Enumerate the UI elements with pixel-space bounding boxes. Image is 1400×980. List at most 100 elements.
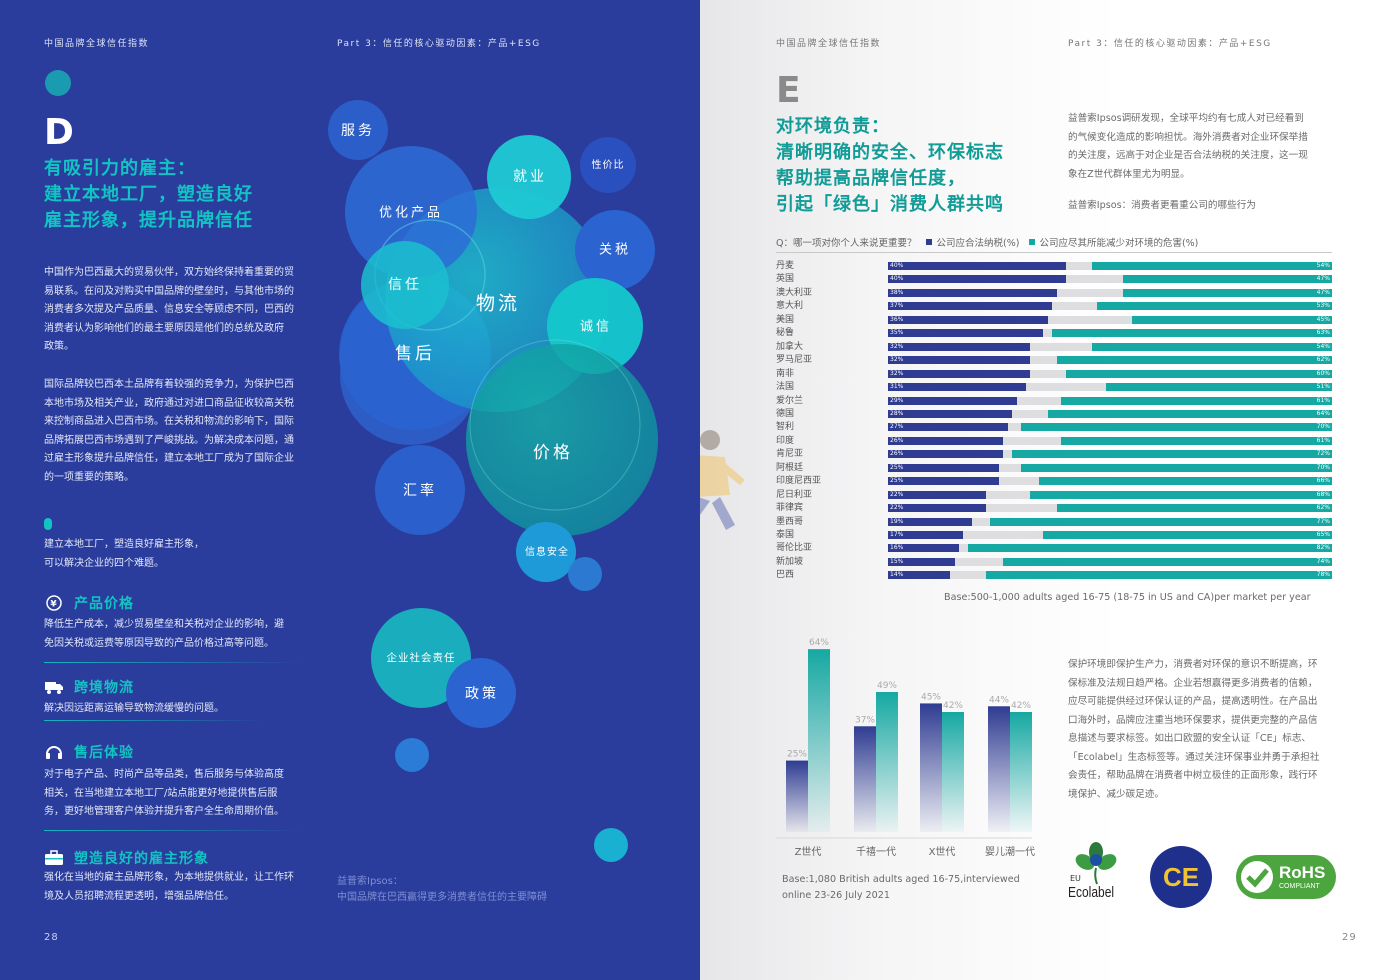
bar-tax-label: 14%: [890, 571, 904, 579]
bubble-csr: [371, 608, 471, 708]
divider: [44, 720, 264, 721]
item-aftersales-text: 对于电子产品、时尚产品等品类，售后服务与体验高度 相关，在当地建立本地工厂/站点能…: [44, 769, 284, 817]
bar-environment: [1056, 356, 1332, 365]
bar-track: [888, 315, 1332, 324]
country-label: 菲律宾: [776, 503, 804, 514]
country-label: 智利: [776, 422, 795, 433]
item-employer-head: 塑造良好的雇主形象: [44, 848, 209, 868]
bar-environment: [1003, 557, 1332, 566]
bar-tax: [888, 383, 1026, 392]
bar-tax-label: 29%: [890, 396, 904, 404]
briefcase-icon: [45, 850, 63, 865]
bubble-optimize: [345, 146, 477, 278]
divider: [44, 662, 304, 663]
bar-environment: [967, 544, 1332, 553]
bubble-tariff: [575, 210, 655, 290]
bar-tax-label: 40%: [890, 262, 904, 269]
bubble-chart: 服务 就业 性价比 优化产品 关税 信任 物流 诚信 售后 价格 汇率 信息安全…: [328, 100, 658, 862]
bar-tax: [888, 477, 999, 486]
generation-label: 千禧一代: [856, 845, 896, 858]
item-employer-text: 强化在当地的雇主品牌形象，为本地提供就业，让工作环 境及人员招聘流程更透明，增强品…: [44, 872, 294, 902]
bar-tax: [888, 302, 1053, 311]
bubble-label-optimize: 优化产品: [379, 206, 443, 221]
bar-value-label-b: 42%: [1011, 701, 1031, 711]
bar-series-b: [1010, 712, 1032, 832]
country-label: 巴西: [776, 570, 795, 581]
bar-environment-label: 53%: [1316, 302, 1330, 310]
bubble-label-infosec: 信息安全: [525, 545, 569, 558]
item-price-head: ¥ 产品价格: [44, 593, 134, 613]
bar-tax: [888, 288, 1057, 297]
bar-series-b: [808, 649, 830, 832]
bar-tax: [888, 436, 1004, 445]
bar-row: 澳大利亚 38% 47%: [700, 287, 1400, 300]
bar-tax: [888, 517, 973, 526]
bar-series-b: [876, 692, 898, 832]
bubble-service: [328, 100, 388, 160]
bar-row: 德国 28% 64%: [700, 408, 1400, 421]
bar-environment-label: 62%: [1316, 504, 1330, 512]
bar-value-label-b: 49%: [877, 681, 897, 691]
bar-tax: [888, 423, 1008, 432]
bar-tax: [888, 504, 986, 513]
item-price-text: 降低生产成本，减少贸易壁垒和关税对企业的影响，避 免因关税或运费等原因导致的产品价…: [44, 619, 284, 649]
bar-series-a: [920, 703, 942, 832]
bar-tax: [888, 369, 1031, 378]
bar-track: [888, 275, 1332, 284]
body-paragraph-2: 国际品牌较巴西本土品牌有着较强的竞争力，为保护巴西 本地市场及相关产业，政府通过对…: [44, 379, 294, 483]
ecolabel-logo: EU Ecolabel: [1066, 840, 1126, 908]
left-page: 中国品牌全球信任指数 Part 3：信任的核心驱动因素：产品+ESG D 有吸引…: [0, 0, 700, 980]
bar-environment: [990, 517, 1332, 526]
bar-tax-label: 26%: [890, 436, 904, 444]
bar-tax: [888, 342, 1031, 351]
bar-value-label-a: 37%: [855, 715, 875, 725]
bar-row: 新加坡 15% 74%: [700, 556, 1400, 569]
bar-tax-label: 22%: [890, 490, 904, 498]
chart-base-note: Base:500-1,000 adults aged 16-75 (18-75 …: [944, 592, 1311, 603]
bar-environment: [1065, 369, 1332, 378]
bar-tax: [888, 409, 1013, 418]
bar-row: 法国 31% 51%: [700, 381, 1400, 394]
bar-tax-label: 25%: [890, 463, 904, 471]
item-logistics-text: 解决因远距离运输导致物流缓慢的问题。: [44, 703, 224, 714]
bar-series-a: [854, 726, 876, 832]
bar-tax-label: 25%: [890, 477, 904, 485]
bar-environment-label: 78%: [1316, 571, 1330, 579]
bubble-trust: [361, 241, 449, 329]
headset-icon: [46, 746, 62, 759]
left-header-title: 中国品牌全球信任指数: [44, 39, 150, 49]
legend-label-tax: 公司应合法纳税(%): [936, 238, 1020, 249]
body-paragraph-1: 中国作为巴西最大的贸易伙伴，双方始终保持着重要的贸 易联系。在问及对购买中国品牌的…: [44, 267, 294, 352]
env-paragraph: 保护环境即保护生产力，消费者对环保的意识不断提高，环 保标准及法规日趋严格。企业若…: [1068, 659, 1320, 800]
country-label: 意大利: [776, 301, 804, 312]
bubble-label-tariff: 关税: [599, 243, 631, 258]
bar-track: [888, 288, 1332, 297]
country-label: 哥伦比亚: [776, 543, 813, 554]
bubble-label-trust: 信任: [388, 277, 422, 293]
bar-tax-label: 28%: [890, 409, 904, 417]
bar-row: 加拿大 32% 54%: [700, 341, 1400, 354]
bar-row: 英国 40% 47%: [700, 273, 1400, 286]
bar-tax-label: 32%: [890, 369, 904, 377]
bar-environment-label: 60%: [1316, 369, 1330, 377]
flower-icon: [1075, 842, 1117, 885]
right-header-title: 中国品牌全球信任指数: [776, 39, 882, 49]
runner-illustration: [700, 430, 745, 530]
bar-row: 智利 27% 70%: [700, 421, 1400, 434]
small-dot-icon: [44, 518, 52, 530]
bar-tax-label: 38%: [890, 288, 904, 296]
svg-text:¥: ¥: [50, 600, 57, 610]
bar-row: 墨西哥 19% 77%: [700, 516, 1400, 529]
bar-value-label-a: 45%: [921, 692, 941, 702]
bar-environment-label: 72%: [1316, 450, 1330, 458]
legend-swatch-teal: [1029, 239, 1036, 245]
country-label: 英国: [776, 274, 795, 285]
ce-logo: CE: [1150, 846, 1212, 908]
bubble-small: [568, 557, 602, 591]
country-label: 加拿大: [776, 341, 804, 352]
bar-environment-label: 63%: [1316, 329, 1330, 337]
country-label: 法国: [776, 382, 795, 393]
bar-value-label-a: 25%: [787, 750, 807, 760]
country-label: 罗马尼亚: [776, 355, 813, 366]
